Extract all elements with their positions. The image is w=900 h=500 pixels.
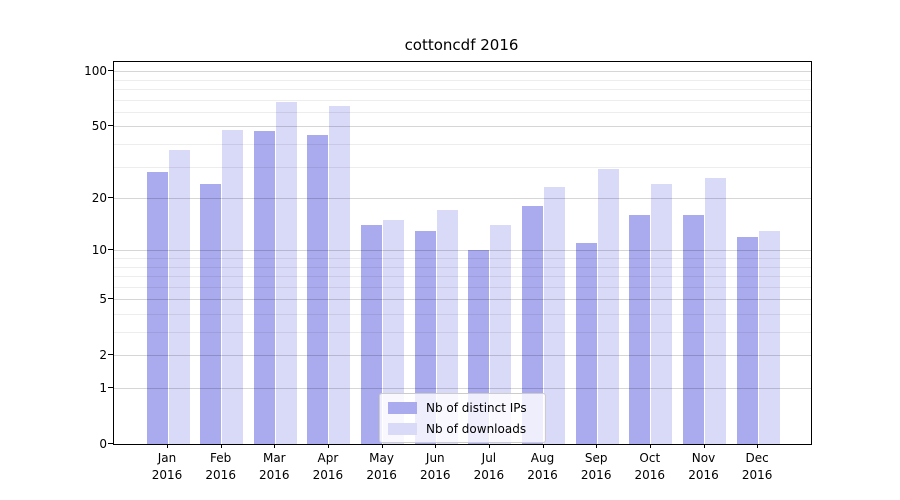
minor-gridline	[114, 257, 811, 259]
x-tick-mark	[220, 444, 222, 448]
x-tick-mark	[274, 444, 276, 448]
y-tick-mark	[108, 443, 113, 444]
y-tick-label: 20	[91, 190, 107, 205]
bar-nov-2016-distinct-ips	[683, 215, 704, 444]
bar-sep-2016-downloads	[597, 169, 619, 444]
major-gridline	[114, 71, 811, 73]
bar-aug-2016-downloads	[544, 187, 566, 444]
major-gridline	[114, 250, 811, 252]
x-tick-mark	[488, 444, 490, 448]
x-tick-label: Sep 2016	[580, 451, 612, 482]
major-gridline	[114, 126, 811, 128]
y-tick-label: 10	[91, 242, 107, 257]
minor-gridline	[114, 143, 811, 145]
y-tick-mark	[108, 387, 113, 388]
y-tick-label: 2	[99, 347, 107, 362]
x-tick-mark	[167, 444, 168, 448]
bar-apr-2016-distinct-ips	[307, 134, 329, 444]
bar-jan-2016-distinct-ips	[146, 171, 168, 444]
bar-sep-2016-distinct-ips	[575, 243, 597, 444]
x-tick-label: Oct 2016	[634, 451, 666, 482]
legend-swatch-distinct-ips	[388, 401, 417, 414]
minor-gridline	[114, 276, 811, 277]
minor-gridline	[114, 88, 811, 90]
y-tick-label: 5	[99, 291, 107, 306]
y-tick-label: 50	[91, 118, 107, 133]
y-tick-label: 100	[84, 63, 107, 78]
bar-mar-2016-downloads	[275, 101, 297, 444]
minor-gridline	[114, 286, 811, 288]
bar-nov-2016-downloads	[705, 177, 726, 444]
bar-jun-2016-distinct-ips	[414, 230, 436, 444]
legend-entry-downloads: Nb of downloads	[388, 420, 537, 437]
x-tick-label: Feb 2016	[205, 451, 236, 482]
x-tick-label: Dec 2016	[741, 451, 773, 482]
y-tick-mark	[108, 298, 113, 300]
bar-aug-2016-distinct-ips	[522, 206, 544, 444]
x-tick-mark	[703, 444, 705, 448]
minor-gridline	[114, 99, 811, 101]
x-tick-label: Mar 2016	[259, 451, 290, 482]
x-tick-mark	[757, 444, 759, 448]
x-tick-mark	[327, 444, 329, 448]
bar-oct-2016-distinct-ips	[629, 215, 651, 444]
major-gridline	[114, 299, 811, 301]
y-tick-label: 0	[99, 436, 107, 451]
bar-may-2016-downloads	[383, 220, 405, 444]
x-tick-label: May 2016	[366, 451, 397, 482]
y-tick-mark	[108, 125, 113, 127]
minor-gridline	[114, 266, 811, 268]
bar-may-2016-distinct-ips	[361, 225, 383, 444]
x-tick-mark	[435, 444, 437, 448]
x-tick-label: Nov 2016	[688, 451, 719, 482]
x-tick-label: Apr 2016	[312, 451, 344, 482]
major-gridline	[114, 355, 811, 357]
plot-area	[113, 61, 812, 445]
bar-feb-2016-distinct-ips	[200, 183, 222, 444]
x-tick-label: Jan 2016	[151, 451, 183, 482]
bar-dec-2016-distinct-ips	[736, 236, 758, 444]
y-tick-mark	[108, 70, 113, 72]
bar-apr-2016-downloads	[329, 105, 351, 444]
legend-label-distinct-ips: Nb of distinct IPs	[426, 400, 527, 415]
minor-gridline	[114, 166, 811, 168]
legend: Nb of distinct IPs Nb of downloads	[379, 393, 546, 443]
x-tick-label: Jul 2016	[473, 451, 505, 482]
x-tick-label: Aug 2016	[527, 451, 558, 482]
bar-feb-2016-downloads	[222, 129, 244, 444]
bar-jun-2016-downloads	[436, 210, 458, 444]
minor-gridline	[114, 111, 811, 113]
legend-swatch-downloads	[388, 422, 417, 435]
y-tick-mark	[108, 354, 113, 356]
legend-label-downloads: Nb of downloads	[426, 421, 527, 436]
x-tick-mark	[596, 444, 598, 448]
y-tick-mark	[108, 249, 113, 251]
major-gridline	[114, 388, 811, 389]
major-gridline	[114, 198, 811, 199]
y-tick-label: 1	[99, 380, 107, 395]
x-tick-mark	[649, 444, 651, 448]
bar-jul-2016-downloads	[490, 225, 512, 444]
minor-gridline	[114, 79, 811, 81]
x-tick-mark	[542, 444, 544, 448]
legend-entry-distinct-ips: Nb of distinct IPs	[388, 399, 537, 416]
bar-dec-2016-downloads	[758, 230, 780, 444]
y-tick-mark	[108, 197, 113, 198]
bar-jan-2016-downloads	[168, 150, 190, 444]
x-tick-label: Jun 2016	[420, 451, 451, 482]
bar-oct-2016-downloads	[651, 183, 673, 444]
minor-gridline	[114, 313, 811, 315]
chart-title: cottoncdf 2016	[404, 36, 519, 54]
bar-mar-2016-distinct-ips	[253, 131, 275, 444]
minor-gridline	[114, 332, 811, 333]
x-tick-mark	[381, 444, 383, 448]
